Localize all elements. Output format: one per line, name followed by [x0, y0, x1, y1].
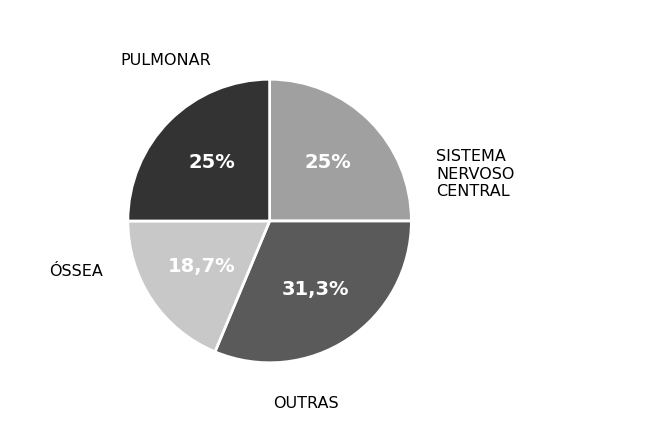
Text: 25%: 25%	[188, 153, 235, 172]
Text: 18,7%: 18,7%	[167, 257, 235, 276]
Wedge shape	[215, 221, 411, 363]
Text: 31,3%: 31,3%	[281, 280, 349, 299]
Text: SISTEMA
NERVOSO
CENTRAL: SISTEMA NERVOSO CENTRAL	[436, 149, 515, 199]
Wedge shape	[128, 221, 270, 352]
Text: ÓSSEA: ÓSSEA	[49, 263, 103, 278]
Text: 25%: 25%	[304, 153, 351, 172]
Text: OUTRAS: OUTRAS	[274, 396, 339, 411]
Text: PULMONAR: PULMONAR	[121, 53, 212, 68]
Wedge shape	[270, 79, 411, 221]
Wedge shape	[128, 79, 270, 221]
